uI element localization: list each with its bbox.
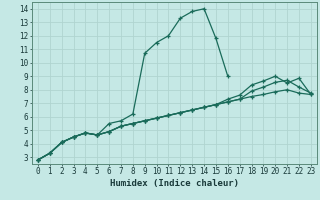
X-axis label: Humidex (Indice chaleur): Humidex (Indice chaleur)	[110, 179, 239, 188]
